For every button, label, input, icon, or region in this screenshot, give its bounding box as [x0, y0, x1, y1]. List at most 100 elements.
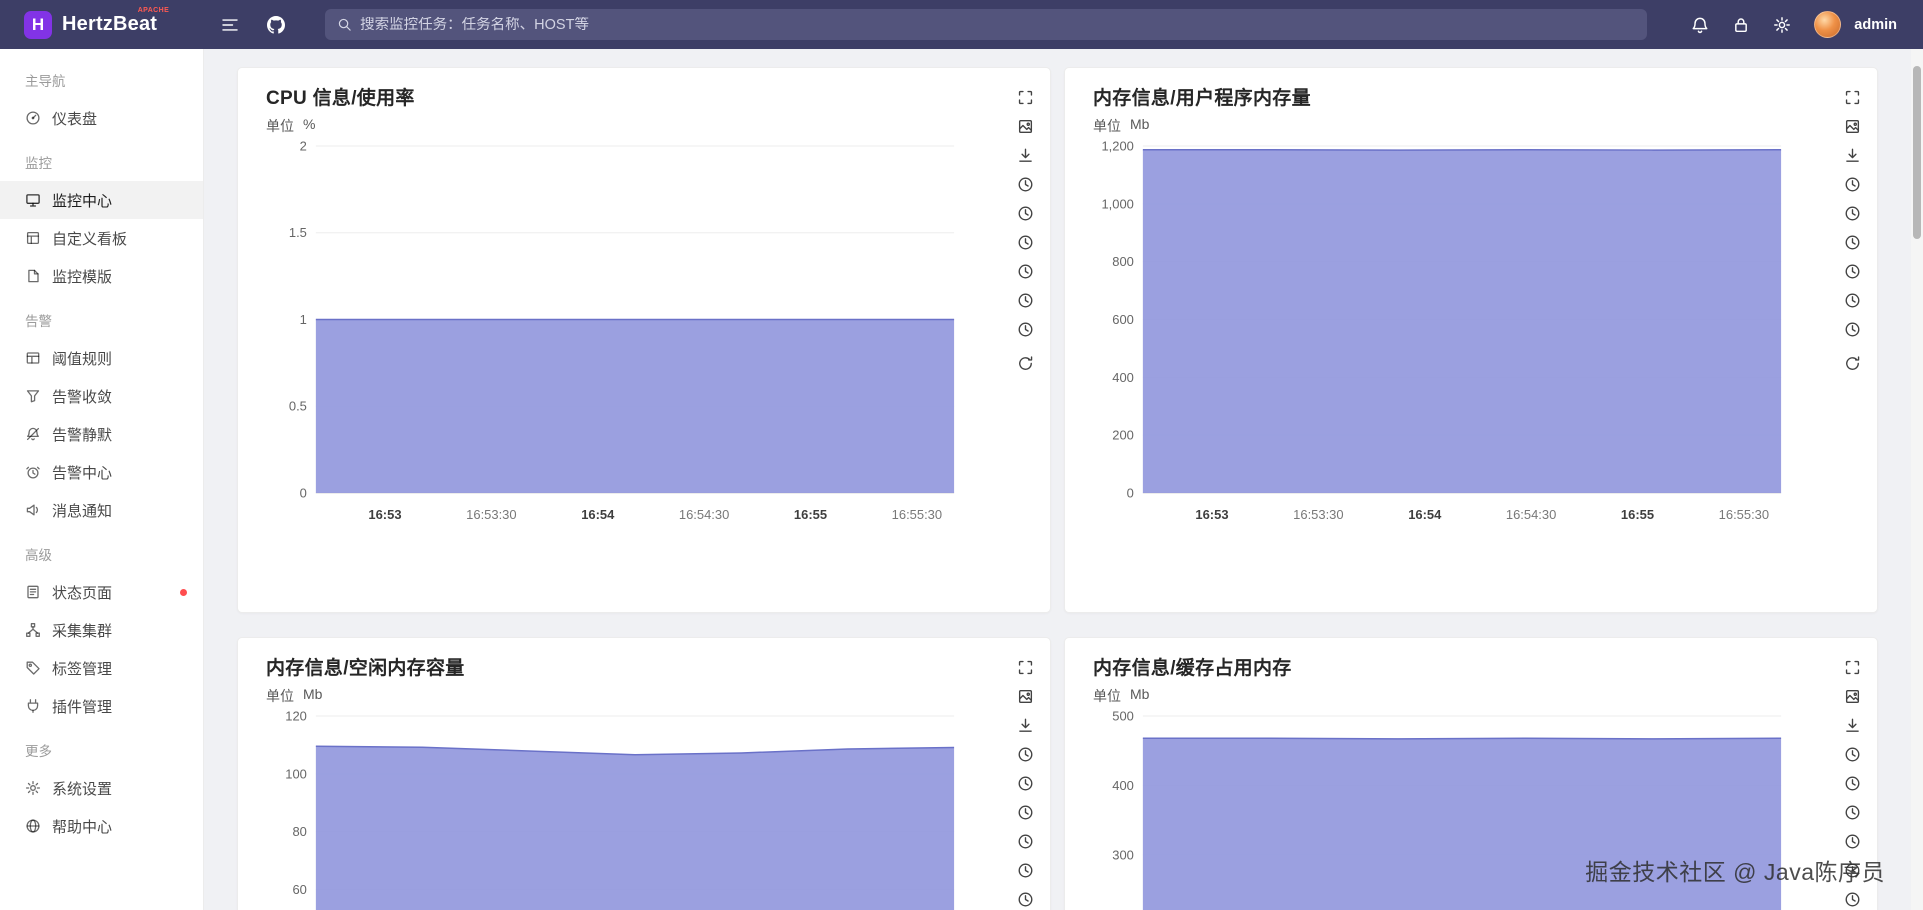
svg-text:16:53:30: 16:53:30	[466, 507, 516, 522]
save-image-button[interactable]	[1014, 115, 1036, 137]
fullscreen-button[interactable]	[1841, 86, 1863, 108]
svg-text:16:53: 16:53	[1195, 507, 1228, 522]
megaphone-icon	[25, 502, 41, 518]
chart-card: 内存信息/缓存占用内存 单位 Mb 010020030040050016:531…	[1064, 637, 1878, 910]
time-range-6-button[interactable]	[1014, 318, 1036, 340]
area-chart[interactable]: 010020030040050016:5316:53:3016:5416:54:…	[1093, 708, 1815, 910]
sidebar-item-monitor-template[interactable]: 监控模版	[0, 257, 203, 295]
chart-unit: 单位 Mb	[266, 686, 988, 706]
status-dot	[180, 588, 187, 596]
sidebar-item-alert-silence[interactable]: 告警静默	[0, 415, 203, 453]
brand-title[interactable]: HertzBeat APACHE	[62, 7, 169, 36]
save-image-button[interactable]	[1014, 685, 1036, 707]
fullscreen-button[interactable]	[1014, 86, 1036, 108]
sidebar-item-alert-convergence[interactable]: 告警收敛	[0, 377, 203, 415]
settings-button[interactable]	[1765, 8, 1799, 42]
time-range-6-button[interactable]	[1841, 318, 1863, 340]
fullscreen-icon	[1844, 659, 1861, 676]
time-range-1-button[interactable]	[1841, 173, 1863, 195]
mute-icon	[25, 426, 41, 442]
clock-icon	[1844, 804, 1861, 821]
time-range-3-button[interactable]	[1841, 801, 1863, 823]
export-button[interactable]	[1014, 144, 1036, 166]
time-range-5-button[interactable]	[1841, 859, 1863, 881]
scrollbar[interactable]	[1911, 49, 1923, 910]
time-range-5-button[interactable]	[1841, 289, 1863, 311]
search-bar[interactable]	[325, 9, 1648, 40]
refresh-button[interactable]	[1014, 352, 1036, 374]
save-image-icon	[1844, 688, 1861, 705]
board-icon	[25, 230, 41, 246]
area-chart[interactable]: 0 0.5 1 1.5 2 16:53 16:53:30 16:54 16:54:30 16:55…	[266, 138, 988, 549]
time-range-6-button[interactable]	[1014, 888, 1036, 910]
time-range-2-button[interactable]	[1014, 772, 1036, 794]
clock-icon	[1017, 176, 1034, 193]
avatar[interactable]	[1814, 11, 1842, 38]
time-range-4-button[interactable]	[1014, 830, 1036, 852]
svg-text:16:55:30: 16:55:30	[892, 507, 942, 522]
save-image-button[interactable]	[1841, 115, 1863, 137]
save-image-icon	[1017, 688, 1034, 705]
svg-text:16:55: 16:55	[1621, 507, 1654, 522]
time-range-4-button[interactable]	[1841, 260, 1863, 282]
export-button[interactable]	[1841, 714, 1863, 736]
time-range-1-button[interactable]	[1014, 173, 1036, 195]
fullscreen-button[interactable]	[1841, 656, 1863, 678]
sidebar-item-monitor-center[interactable]: 监控中心	[0, 181, 203, 219]
svg-text:500: 500	[1112, 708, 1134, 723]
time-range-6-button[interactable]	[1841, 888, 1863, 910]
chart-card: 内存信息/用户程序内存量 单位 Mb 0 200 400 600 800 1,000 1,2…	[1064, 67, 1878, 613]
clock-icon	[1844, 891, 1861, 908]
sidebar-item-system-settings[interactable]: 系统设置	[0, 769, 203, 807]
fullscreen-icon	[1017, 659, 1034, 676]
sidebar-item-status-page[interactable]: 状态页面	[0, 573, 203, 611]
tag-icon	[25, 660, 41, 676]
sidebar-item-tag-manage[interactable]: 标签管理	[0, 649, 203, 687]
time-range-2-button[interactable]	[1841, 772, 1863, 794]
sidebar-item-threshold-rules[interactable]: 阈值规则	[0, 339, 203, 377]
fullscreen-button[interactable]	[1014, 656, 1036, 678]
time-range-5-button[interactable]	[1014, 289, 1036, 311]
chart-unit: 单位 %	[266, 116, 988, 136]
time-range-3-button[interactable]	[1014, 231, 1036, 253]
lock-button[interactable]	[1724, 8, 1758, 42]
menu-collapse-button[interactable]	[213, 8, 247, 42]
clock-icon	[1017, 775, 1034, 792]
template-icon	[25, 268, 41, 284]
sidebar-item-plugin-manage[interactable]: 插件管理	[0, 687, 203, 725]
sidebar-item-message-notify[interactable]: 消息通知	[0, 491, 203, 529]
time-range-2-button[interactable]	[1014, 202, 1036, 224]
export-button[interactable]	[1014, 714, 1036, 736]
download-icon	[1017, 717, 1034, 734]
sidebar-item-collector-cluster[interactable]: 采集集群	[0, 611, 203, 649]
lock-icon	[1732, 16, 1750, 34]
sidebar-item-help-center[interactable]: 帮助中心	[0, 807, 203, 845]
github-button[interactable]	[259, 8, 293, 42]
scrollbar-thumb[interactable]	[1913, 66, 1921, 239]
time-range-4-button[interactable]	[1014, 260, 1036, 282]
time-range-4-button[interactable]	[1841, 830, 1863, 852]
hertzbeat-logo[interactable]: H	[24, 10, 52, 39]
username[interactable]: admin	[1854, 16, 1897, 33]
area-chart[interactable]: 0 200 400 600 800 1,000 1,200 16:53 16:53:30 16:5…	[1093, 138, 1815, 549]
area-chart[interactable]: 02040608010012016:5316:53:3016:5416:54:3…	[266, 708, 988, 910]
plugin-icon	[25, 698, 41, 714]
svg-text:80: 80	[292, 824, 306, 839]
sidebar-item-label: 阈值规则	[52, 350, 113, 368]
time-range-1-button[interactable]	[1841, 743, 1863, 765]
time-range-2-button[interactable]	[1841, 202, 1863, 224]
save-image-button[interactable]	[1841, 685, 1863, 707]
sidebar-item-alert-center[interactable]: 告警中心	[0, 453, 203, 491]
search-input[interactable]	[360, 16, 1636, 33]
clock-icon	[1844, 833, 1861, 850]
time-range-3-button[interactable]	[1014, 801, 1036, 823]
sidebar-item-dashboard[interactable]: 仪表盘	[0, 99, 203, 137]
export-button[interactable]	[1841, 144, 1863, 166]
refresh-button[interactable]	[1841, 352, 1863, 374]
notifications-button[interactable]	[1683, 8, 1717, 42]
time-range-3-button[interactable]	[1841, 231, 1863, 253]
time-range-5-button[interactable]	[1014, 859, 1036, 881]
time-range-1-button[interactable]	[1014, 743, 1036, 765]
download-icon	[1844, 717, 1861, 734]
sidebar-item-custom-dashboard[interactable]: 自定义看板	[0, 219, 203, 257]
